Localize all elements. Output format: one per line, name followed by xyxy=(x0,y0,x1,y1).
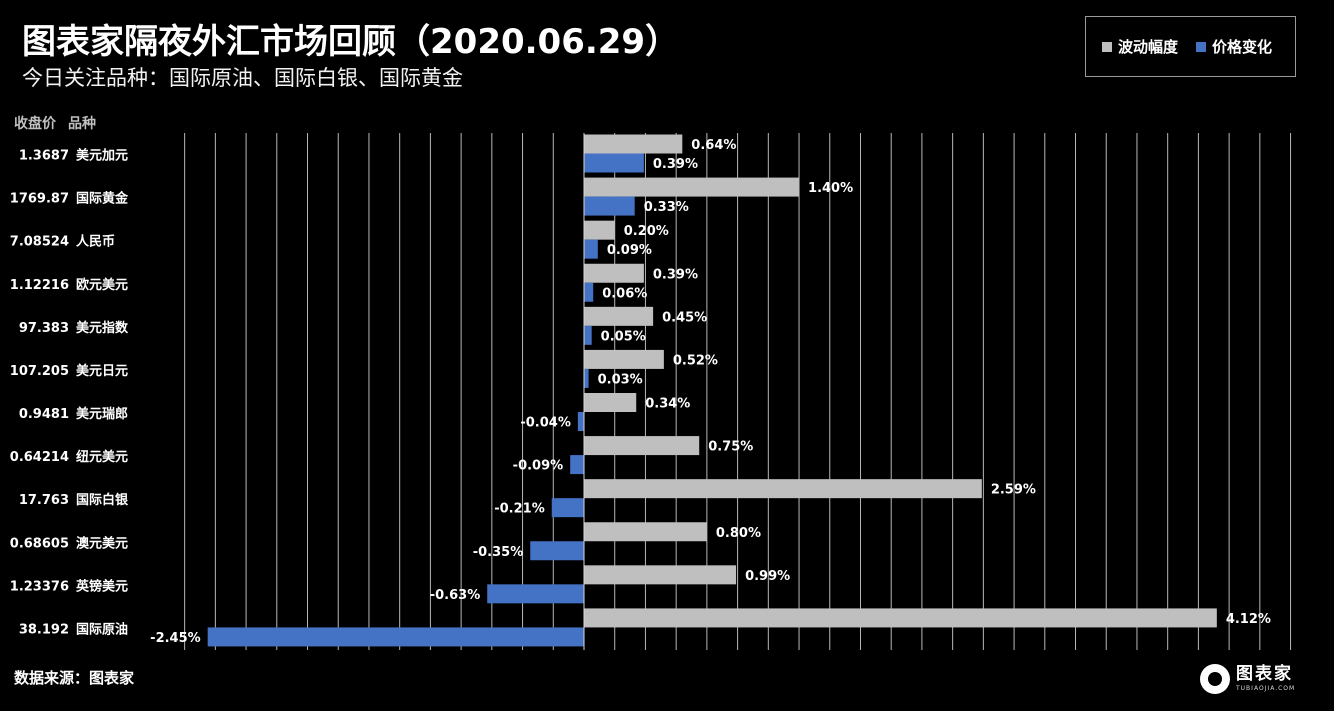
change-data-label: 0.09% xyxy=(607,243,652,258)
row-name-label: 国际白银 xyxy=(76,492,129,508)
amplitude-bar xyxy=(584,479,982,499)
amplitude-bar xyxy=(584,306,654,326)
row-name-label: 美元指数 xyxy=(76,320,129,336)
change-data-label: 0.39% xyxy=(653,157,698,172)
row-name-label: 美元瑞郎 xyxy=(76,406,128,422)
change-bar xyxy=(570,455,584,475)
change-data-label: -0.09% xyxy=(513,459,564,474)
change-bar xyxy=(584,239,598,259)
amplitude-bar xyxy=(584,393,637,412)
row-name-label: 澳元美元 xyxy=(76,535,128,551)
row-price-label: 7.08524 xyxy=(10,235,69,250)
row-price-label: 107.205 xyxy=(10,364,69,379)
change-data-label: 0.33% xyxy=(644,200,689,215)
row-price-label: 0.9481 xyxy=(19,407,69,422)
change-data-label: -0.04% xyxy=(520,416,571,431)
amplitude-data-label: 2.59% xyxy=(991,483,1036,498)
change-bar xyxy=(551,498,584,518)
amplitude-bar xyxy=(584,263,644,283)
amplitude-data-label: 0.45% xyxy=(662,310,707,325)
row-price-label: 1769.87 xyxy=(10,192,69,207)
data-source: 数据来源：图表家 xyxy=(14,669,135,687)
amplitude-bar xyxy=(584,177,800,197)
amplitude-data-label: 0.39% xyxy=(653,267,698,282)
change-data-label: -0.21% xyxy=(494,502,545,517)
change-bar xyxy=(584,153,644,173)
legend-label-amplitude: 波动幅度 xyxy=(1118,38,1179,56)
row-name-label: 欧元美元 xyxy=(76,277,128,293)
change-data-label: 0.03% xyxy=(598,372,643,387)
change-bar xyxy=(487,584,584,604)
logo-en: TUBIAOJIA.COM xyxy=(1236,685,1296,692)
row-name-label: 人民币 xyxy=(76,234,115,250)
row-price-label: 1.12216 xyxy=(10,278,69,293)
legend-item-amplitude: 波动幅度 xyxy=(1102,36,1178,57)
row-name-label: 国际原油 xyxy=(76,621,128,637)
change-bar xyxy=(584,368,589,388)
row-price-label: 0.64214 xyxy=(10,450,69,465)
row-price-label: 1.3687 xyxy=(19,149,69,164)
page-title: 图表家隔夜外汇市场回顾（2020.06.29） xyxy=(22,22,680,62)
column-header-price: 收盘价 xyxy=(14,116,56,132)
amplitude-bar xyxy=(584,220,615,240)
change-data-label: 0.05% xyxy=(601,329,646,344)
amplitude-data-label: 0.80% xyxy=(716,526,761,541)
row-name-label: 英镑美元 xyxy=(75,578,128,594)
change-data-label: -2.45% xyxy=(150,631,201,646)
row-name-label: 美元加元 xyxy=(76,148,128,164)
amplitude-data-label: 4.12% xyxy=(1226,612,1271,627)
column-header-name: 品种 xyxy=(68,116,96,132)
amplitude-data-label: 0.99% xyxy=(745,569,790,584)
row-price-label: 1.23376 xyxy=(10,579,69,594)
chart-legend: 波动幅度 价格变化 xyxy=(1085,16,1296,77)
amplitude-bar xyxy=(584,349,664,369)
legend-swatch-change xyxy=(1196,41,1207,52)
page-subtitle: 今日关注品种：国际原油、国际白银、国际黄金 xyxy=(22,66,463,90)
change-data-label: 0.06% xyxy=(602,286,647,301)
amplitude-data-label: 0.75% xyxy=(708,440,753,455)
logo-text: 图表家 TUBIAOJIA.COM xyxy=(1236,666,1295,692)
change-bar xyxy=(584,282,594,302)
amplitude-data-label: 0.52% xyxy=(673,353,718,368)
amplitude-bar xyxy=(584,565,737,585)
row-name-label: 美元日元 xyxy=(76,363,128,379)
row-price-label: 0.68605 xyxy=(10,536,69,551)
change-data-label: -0.35% xyxy=(473,545,524,560)
amplitude-bar xyxy=(584,134,683,154)
change-bar xyxy=(584,325,592,345)
row-price-label: 17.763 xyxy=(19,493,69,508)
amplitude-data-label: 1.40% xyxy=(808,181,853,196)
change-bar xyxy=(584,196,635,216)
amplitude-bar xyxy=(584,436,700,456)
amplitude-bar xyxy=(584,608,1217,628)
change-data-label: -0.63% xyxy=(430,588,481,603)
amplitude-data-label: 0.64% xyxy=(691,138,736,153)
change-bar xyxy=(207,627,584,647)
brand-logo: 图表家 TUBIAOJIA.COM xyxy=(1200,664,1295,694)
amplitude-bar xyxy=(584,522,707,542)
legend-swatch-amplitude xyxy=(1102,41,1112,52)
row-name-label: 国际黄金 xyxy=(76,191,129,207)
change-bar xyxy=(530,541,584,561)
change-bar xyxy=(577,412,584,431)
legend-item-change: 价格变化 xyxy=(1196,36,1272,57)
amplitude-data-label: 0.34% xyxy=(645,397,690,412)
logo-cn: 图表家 xyxy=(1236,664,1293,684)
legend-label-change: 价格变化 xyxy=(1212,38,1273,56)
amplitude-data-label: 0.20% xyxy=(624,224,669,239)
row-name-label: 纽元美元 xyxy=(76,449,128,465)
row-price-label: 38.192 xyxy=(19,622,69,637)
logo-mark-icon xyxy=(1200,664,1230,694)
column-header: 收盘价 品种 xyxy=(14,113,108,133)
row-price-label: 97.383 xyxy=(19,321,69,336)
